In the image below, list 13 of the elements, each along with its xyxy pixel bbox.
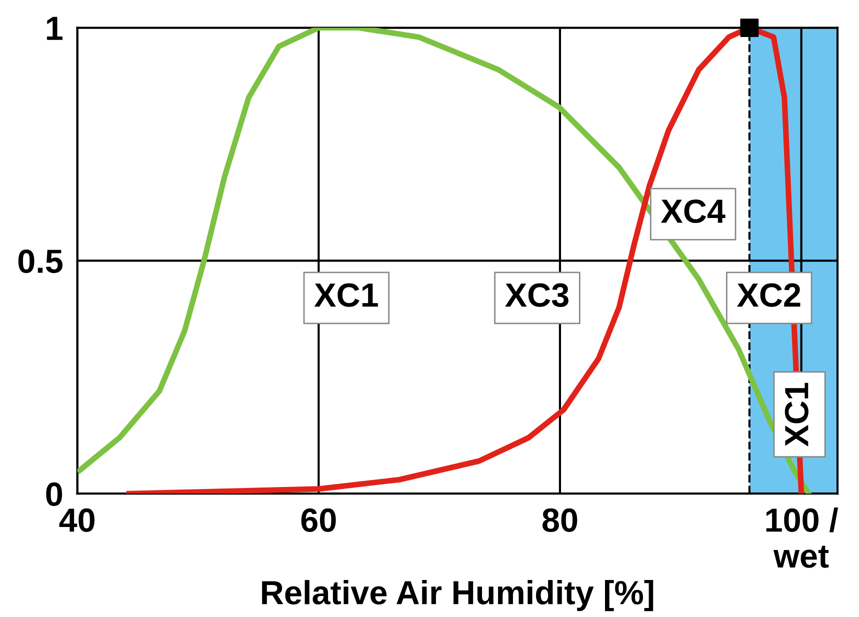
x-axis-title: Relative Air Humidity [%] xyxy=(262,580,654,612)
annotation: XC1 xyxy=(784,382,808,447)
annotation: XC4 xyxy=(660,199,726,224)
y-tick-label: 0.5 xyxy=(18,249,62,274)
x-tick-label: 40 xyxy=(59,508,94,532)
annotation: XC1 xyxy=(314,283,378,307)
y-tick-label: 0 xyxy=(46,482,62,506)
x-tick-label: 60 xyxy=(301,508,336,532)
annotation: XC2 xyxy=(736,283,800,307)
annotation: XC3 xyxy=(505,283,568,307)
x-tick-label: 80 xyxy=(542,508,578,532)
y-tick-label: 1 xyxy=(46,16,62,40)
x-tick-label: 100 / wet xyxy=(766,507,838,568)
